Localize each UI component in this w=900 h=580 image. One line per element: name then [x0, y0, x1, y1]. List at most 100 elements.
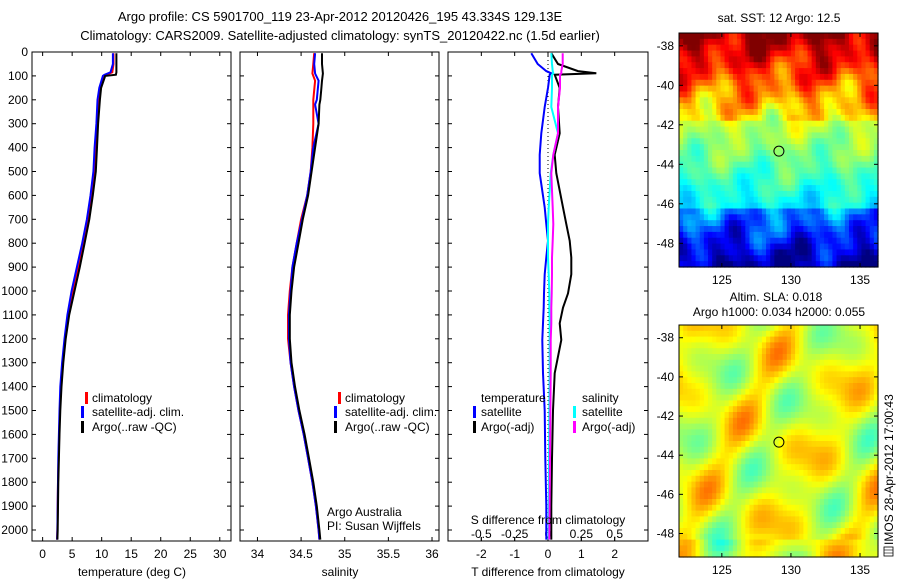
map-cell	[712, 330, 717, 338]
map-cell	[840, 539, 846, 546]
map-cell	[766, 120, 771, 128]
map-cell	[691, 493, 697, 500]
map-cell	[848, 150, 854, 157]
map-cell	[819, 109, 825, 116]
map-cell	[869, 441, 875, 448]
map-cell	[749, 196, 755, 204]
map-cell	[824, 377, 829, 384]
map-cell	[815, 243, 821, 251]
map-cell	[774, 114, 780, 122]
map-cell	[857, 446, 863, 454]
map-cell	[778, 539, 784, 546]
map-cell	[853, 504, 858, 512]
map-cell	[716, 336, 722, 343]
map-cell	[770, 412, 775, 419]
map-cell	[741, 237, 746, 245]
map-cell	[803, 383, 809, 390]
map-cell	[803, 429, 809, 436]
map-cell	[869, 56, 875, 63]
map-cell	[745, 208, 751, 215]
map-cell	[799, 354, 804, 361]
map-cell	[695, 406, 701, 413]
map-cell	[732, 452, 738, 459]
map-cell	[770, 342, 775, 349]
map-cell	[848, 255, 854, 262]
map-cell	[853, 417, 858, 425]
legend-label: Argo(..raw -QC)	[92, 420, 177, 434]
map-cell	[778, 214, 784, 221]
map-cell	[869, 44, 875, 52]
map-cell	[703, 429, 709, 436]
map-cell	[778, 354, 784, 361]
map-cell	[807, 458, 813, 465]
map-cell	[716, 214, 722, 221]
map-cell	[699, 528, 705, 535]
map-cell	[786, 91, 792, 98]
map-cell	[840, 475, 846, 483]
map-cell	[695, 261, 701, 268]
map-cell	[786, 365, 792, 372]
map-cell	[869, 38, 875, 46]
map-cell	[836, 243, 842, 251]
map-cell	[869, 336, 875, 343]
map-cell	[724, 255, 730, 262]
map-cell	[716, 423, 722, 430]
map-cell	[869, 487, 875, 494]
map-cell	[708, 190, 713, 198]
map-cell	[811, 417, 817, 425]
map-cell	[749, 155, 755, 163]
map-cell	[732, 383, 738, 390]
map-cell	[679, 499, 684, 506]
map-cell	[703, 522, 709, 529]
map-cell	[770, 126, 775, 134]
map-cell	[757, 155, 763, 163]
map-cell	[774, 144, 780, 151]
map-cell	[712, 231, 717, 239]
map-cell	[749, 325, 755, 332]
map-cell	[807, 470, 813, 477]
map-cell	[724, 138, 730, 145]
map-cell	[766, 190, 771, 198]
map-cell	[720, 261, 726, 268]
map-cell	[745, 452, 751, 459]
map-cell	[749, 185, 755, 192]
map-cell	[712, 138, 717, 145]
map-cell	[741, 359, 746, 367]
map-cell	[766, 68, 771, 75]
map-cell	[703, 400, 709, 407]
map-cell	[757, 161, 763, 169]
map-cell	[737, 487, 742, 494]
map-cell	[770, 196, 775, 204]
map-cell	[761, 354, 767, 361]
map-cell	[720, 470, 726, 477]
map-cell	[679, 545, 684, 552]
map-cell	[873, 190, 879, 198]
map-cell	[832, 365, 838, 372]
map-cell	[683, 348, 688, 355]
map-cell	[840, 161, 846, 169]
map-cell	[861, 132, 867, 139]
map-cell	[873, 68, 879, 75]
map-cell	[782, 429, 788, 436]
map-cell	[790, 85, 796, 93]
legend-swatch-s-argo	[573, 421, 576, 433]
map-cell	[857, 342, 863, 349]
map-cell	[728, 231, 734, 239]
map-cell	[683, 359, 688, 367]
map-cell	[786, 441, 792, 448]
map-cell	[869, 120, 875, 128]
map-cell	[699, 73, 705, 81]
map-cell	[853, 388, 858, 396]
map-cell	[712, 383, 717, 390]
map-cell	[716, 68, 722, 75]
map-cell	[708, 91, 713, 98]
map-cell	[691, 126, 697, 134]
map-cell	[803, 132, 809, 139]
map-cell	[703, 38, 709, 46]
map-cell	[683, 394, 688, 401]
map-cell	[832, 499, 838, 506]
map-cell	[732, 342, 738, 349]
map-cell	[753, 342, 759, 349]
map-cell	[753, 167, 759, 174]
map-cell	[749, 336, 755, 343]
